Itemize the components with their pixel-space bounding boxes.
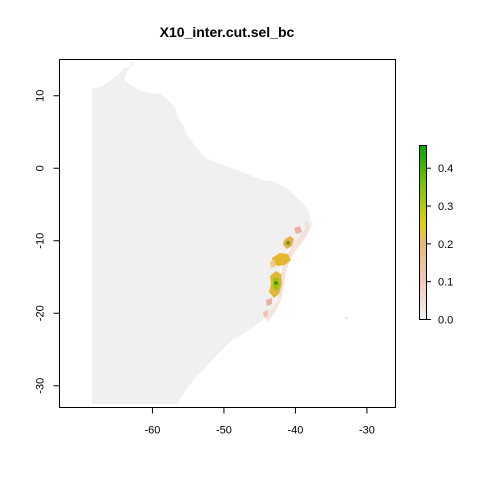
y-tick-label: 0 xyxy=(35,165,47,171)
hotspot-pink-c xyxy=(263,310,268,317)
x-tick-label: -30 xyxy=(359,425,375,437)
x-tick-label: -60 xyxy=(144,425,160,437)
hotspot-pink-b xyxy=(266,298,272,306)
legend-tick-label: 0.1 xyxy=(438,277,453,289)
low-suitability-band xyxy=(264,218,310,322)
y-axis: 10 0 -10 -20 -30 xyxy=(35,90,60,394)
hotspot-central-edge xyxy=(270,259,276,268)
y-tick-label: -30 xyxy=(35,378,47,394)
land-area xyxy=(92,67,312,404)
legend-tick-label: 0.0 xyxy=(438,315,453,327)
color-legend: 0.4 0.3 0.2 0.1 0.0 xyxy=(419,145,453,327)
hotspot-pink-a xyxy=(294,226,302,234)
y-tick-label: -20 xyxy=(35,305,47,321)
y-tick-label: 10 xyxy=(35,90,47,102)
island xyxy=(345,317,348,319)
hotspot-central xyxy=(272,253,291,266)
legend-ticks: 0.4 0.3 0.2 0.1 0.0 xyxy=(426,163,453,327)
legend-tick-label: 0.4 xyxy=(438,163,453,175)
legend-tick-label: 0.3 xyxy=(438,201,453,213)
y-tick-label: -10 xyxy=(35,233,47,249)
map-title: X10_inter.cut.sel_bc xyxy=(160,24,295,40)
x-axis: -60 -50 -40 -30 xyxy=(144,407,375,437)
legend-tick-label: 0.2 xyxy=(438,239,453,251)
legend-colorbar xyxy=(419,145,427,320)
plot-frame xyxy=(59,59,396,408)
x-tick-label: -40 xyxy=(287,425,303,437)
island xyxy=(131,62,133,66)
hotspot-south-peak xyxy=(274,281,278,285)
hotspot-north-core xyxy=(285,240,291,246)
x-tick-label: -50 xyxy=(216,425,232,437)
